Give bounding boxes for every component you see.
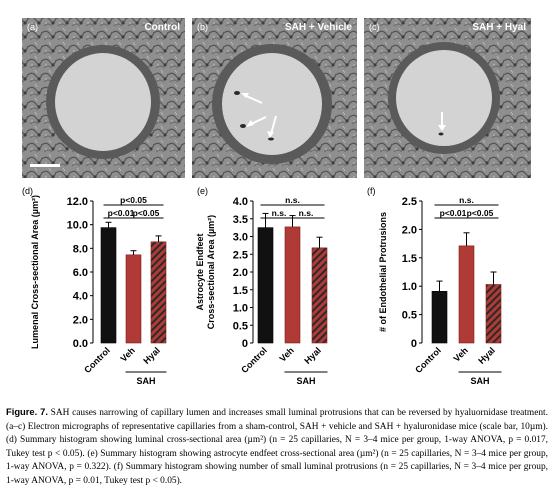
group-label: SAH — [470, 376, 489, 386]
x-tick-label: Veh — [278, 345, 296, 363]
y-tick-label: 0.0 — [73, 338, 88, 350]
scale-bar — [30, 164, 60, 167]
bar-hyal — [485, 284, 502, 344]
significance-label: p<0.01 — [440, 208, 467, 218]
bar-veh — [125, 254, 142, 344]
micrograph-c: (c) SAH + Hyal — [364, 18, 531, 178]
y-tick-label: 1.0 — [233, 303, 248, 315]
significance-label: n.s. — [272, 208, 287, 218]
y-tick-label: 6.0 — [73, 267, 88, 279]
y-tick-label: 0 — [242, 338, 248, 350]
x-tick-label: Veh — [452, 345, 470, 363]
micrograph-a-letter: (a) — [27, 22, 38, 32]
x-tick-label: Hyal — [476, 345, 497, 366]
chart-e: (e) 0 0.5 1.0 1.5 2.0 2.5 3.0 3.5 4.0 Astrocyte En… — [195, 186, 328, 386]
bar-hyal — [150, 241, 167, 344]
micrograph-c-protrusion — [438, 132, 444, 136]
panel-letter: (d) — [22, 186, 33, 196]
y-tick-label: 2.5 — [233, 249, 248, 261]
caption-text: SAH causes narrowing of capillary lumen … — [6, 408, 548, 486]
y-tick-label: 2.0 — [233, 267, 248, 279]
group-label: SAH — [296, 376, 315, 386]
micrograph-c-letter: (c) — [369, 22, 380, 32]
panel-letter: (e) — [197, 186, 208, 196]
micrograph-a: (a) Control — [22, 18, 185, 178]
significance-label: p<0.01 — [108, 208, 135, 218]
y-tick-label: 2.0 — [73, 314, 88, 326]
y-tick-label: 1.5 — [402, 253, 417, 265]
micrograph-b: (b) SAH + Vehicle — [192, 18, 357, 178]
bar-veh — [284, 226, 301, 344]
y-axis-label: # of Endothelial Protrusions — [378, 212, 388, 332]
bar-control — [257, 227, 274, 344]
micrograph-a-title: Control — [144, 22, 180, 33]
y-tick-label: 3.5 — [233, 214, 248, 226]
y-tick-label: 1.5 — [233, 285, 248, 297]
y-tick-label: 12.0 — [67, 196, 88, 208]
y-axis-label: Astrocyte Endfeet — [195, 233, 205, 310]
micrograph-b-arrows — [241, 93, 277, 138]
y-tick-label: 2.5 — [402, 196, 417, 208]
bar-control — [431, 291, 448, 344]
y-tick-label: 3.0 — [233, 232, 248, 244]
micrograph-c-arrow — [438, 112, 446, 131]
y-tick-label: 0 — [411, 338, 417, 350]
x-tick-label: Hyal — [302, 345, 323, 366]
micrograph-c-lumen — [396, 50, 492, 146]
micrograph-b-protrusions — [234, 91, 274, 141]
x-tick-label: Hyal — [141, 345, 162, 366]
caption-label: Figure. 7. — [6, 406, 48, 417]
significance-label: n.s. — [299, 208, 314, 218]
group-label: SAH — [136, 376, 155, 386]
micrograph-b-lumen — [222, 53, 322, 155]
y-tick-label: 4.0 — [73, 291, 88, 303]
micrograph-b-letter: (b) — [197, 22, 208, 32]
micrograph-a-lumen — [55, 53, 151, 151]
y-tick-label: 4.0 — [233, 196, 248, 208]
panel-letter: (f) — [367, 186, 376, 196]
y-tick-label: 0.5 — [233, 320, 248, 332]
significance-label: p<0.05 — [467, 208, 494, 218]
bar-veh — [458, 245, 475, 344]
figure-caption: Figure. 7. SAH causes narrowing of capil… — [6, 405, 548, 489]
significance-label: n.s. — [285, 195, 300, 205]
y-tick-label: 8.0 — [73, 243, 88, 255]
y-tick-label: 0.5 — [402, 310, 417, 322]
x-tick-label: Control — [413, 345, 443, 375]
bar-hyal — [311, 247, 328, 344]
micrograph-c-title: SAH + Hyal — [472, 22, 526, 33]
y-tick-label: 2.0 — [402, 224, 417, 236]
y-axis-label: Cross-sectional Area (µm²) — [206, 215, 216, 329]
micrograph-b-title: SAH + Vehicle — [285, 22, 352, 33]
y-tick-label: 10.0 — [67, 220, 88, 232]
y-axis-label: Lumenal Cross-sectional Area (µm²) — [30, 195, 40, 349]
bar-control — [100, 227, 117, 344]
y-tick-label: 1.0 — [402, 281, 417, 293]
x-tick-label: Veh — [119, 345, 137, 363]
significance-label: n.s. — [459, 195, 474, 205]
chart-f: (f) 0 0.5 1.0 1.5 2.0 2.5 # of Endothelial Prot… — [367, 186, 502, 386]
significance-label: p<0.05 — [133, 208, 160, 218]
significance-label: p<0.05 — [120, 195, 147, 205]
chart-d: (d) 0.0 2.0 4.0 6.0 8.0 10.0 12.0 Lumenal Cross-… — [22, 186, 167, 386]
